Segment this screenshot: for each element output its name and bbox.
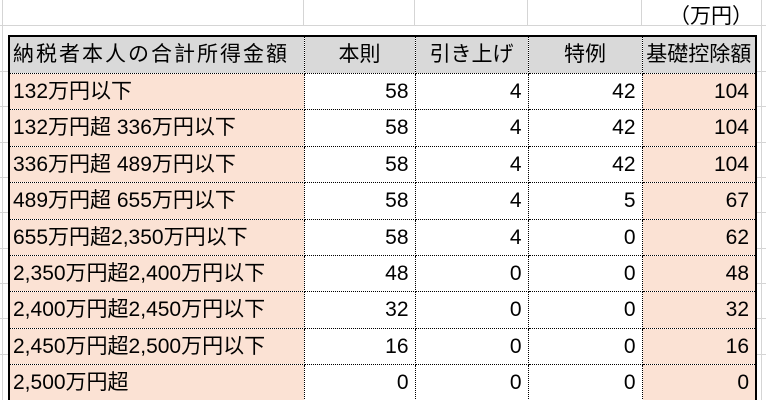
header-kiso-kojo[interactable]: 基礎控除額 <box>641 35 757 74</box>
hikiage-value-cell[interactable]: 0 <box>414 364 529 400</box>
hikiage-value-cell[interactable]: 0 <box>414 255 529 293</box>
hikiage-value-cell[interactable]: 0 <box>414 327 529 366</box>
kiso-kojo-value-cell[interactable]: 0 <box>641 364 757 400</box>
worksheet-gridline-row1 <box>0 25 766 26</box>
kiso-kojo-value-cell[interactable]: 32 <box>641 291 757 329</box>
tokurei-value-cell[interactable]: 0 <box>527 327 643 366</box>
tokurei-value-cell[interactable]: 0 <box>527 291 643 329</box>
header-hikiage[interactable]: 引き上げ <box>414 35 529 74</box>
income-range-cell[interactable]: 336万円超 489万円以下 <box>8 145 305 184</box>
income-range-cell[interactable]: 132万円超 336万円以下 <box>8 109 305 147</box>
worksheet-gridline-col-left <box>2 0 3 400</box>
table-row: 655万円超2,350万円以下 58 4 0 62 <box>8 218 757 257</box>
income-range-cell[interactable]: 2,500万円超 <box>8 364 305 400</box>
kiso-kojo-value-cell[interactable]: 62 <box>641 218 757 257</box>
honsoku-value-cell[interactable]: 58 <box>303 72 416 111</box>
tokurei-value-cell[interactable]: 0 <box>527 255 643 293</box>
income-range-cell[interactable]: 2,350万円超2,400万円以下 <box>8 255 305 293</box>
honsoku-value-cell[interactable]: 0 <box>303 364 416 400</box>
honsoku-value-cell[interactable]: 32 <box>303 291 416 329</box>
header-tokurei[interactable]: 特例 <box>527 35 643 74</box>
table-row: 2,400万円超2,450万円以下 32 0 0 32 <box>8 291 757 329</box>
worksheet-gridline-colC-top <box>527 0 528 25</box>
hikiage-value-cell[interactable]: 4 <box>414 72 529 111</box>
tokurei-value-cell[interactable]: 0 <box>527 364 643 400</box>
income-range-cell[interactable]: 2,450万円超2,500万円以下 <box>8 327 305 366</box>
tokurei-value-cell[interactable]: 42 <box>527 72 643 111</box>
kiso-kojo-value-cell[interactable]: 104 <box>641 72 757 111</box>
kiso-kojo-value-cell[interactable]: 67 <box>641 182 757 220</box>
hikiage-value-cell[interactable]: 0 <box>414 291 529 329</box>
worksheet-gridline-colD-top <box>641 0 642 25</box>
income-range-cell[interactable]: 489万円超 655万円以下 <box>8 182 305 220</box>
hikiage-value-cell[interactable]: 4 <box>414 145 529 184</box>
honsoku-value-cell[interactable]: 58 <box>303 109 416 147</box>
honsoku-value-cell[interactable]: 16 <box>303 327 416 366</box>
tokurei-value-cell[interactable]: 42 <box>527 109 643 147</box>
table-row: 2,350万円超2,400万円以下 48 0 0 48 <box>8 255 757 293</box>
deduction-table: 納税者本人の合計所得金額 本則 引き上げ 特例 基礎控除額 132万円以下 58… <box>8 35 757 400</box>
income-range-cell[interactable]: 132万円以下 <box>8 72 305 111</box>
table-row: 336万円超 489万円以下 58 4 42 104 <box>8 145 757 184</box>
unit-note[interactable]: （万円） <box>669 5 753 28</box>
kiso-kojo-value-cell[interactable]: 104 <box>641 109 757 147</box>
header-honsoku[interactable]: 本則 <box>303 35 416 74</box>
worksheet-gridline-colB-top <box>414 0 415 25</box>
worksheet-gridline-col-right <box>761 0 762 400</box>
honsoku-value-cell[interactable]: 58 <box>303 145 416 184</box>
table-row: 2,450万円超2,500万円以下 16 0 0 16 <box>8 327 757 366</box>
table-row: 132万円超 336万円以下 58 4 42 104 <box>8 109 757 147</box>
table-header-row: 納税者本人の合計所得金額 本則 引き上げ 特例 基礎控除額 <box>8 35 757 74</box>
income-range-cell[interactable]: 2,400万円超2,450万円以下 <box>8 291 305 329</box>
tokurei-value-cell[interactable]: 42 <box>527 145 643 184</box>
table-row: 2,500万円超 0 0 0 0 <box>8 364 757 400</box>
income-range-cell[interactable]: 655万円超2,350万円以下 <box>8 218 305 257</box>
hikiage-value-cell[interactable]: 4 <box>414 182 529 220</box>
honsoku-value-cell[interactable]: 48 <box>303 255 416 293</box>
header-income-range[interactable]: 納税者本人の合計所得金額 <box>8 35 305 74</box>
table-row: 489万円超 655万円以下 58 4 5 67 <box>8 182 757 220</box>
honsoku-value-cell[interactable]: 58 <box>303 182 416 220</box>
table-row: 132万円以下 58 4 42 104 <box>8 72 757 111</box>
tokurei-value-cell[interactable]: 0 <box>527 218 643 257</box>
honsoku-value-cell[interactable]: 58 <box>303 218 416 257</box>
kiso-kojo-value-cell[interactable]: 104 <box>641 145 757 184</box>
kiso-kojo-value-cell[interactable]: 48 <box>641 255 757 293</box>
worksheet-gridline-colA-top <box>303 0 304 25</box>
tokurei-value-cell[interactable]: 5 <box>527 182 643 220</box>
hikiage-value-cell[interactable]: 4 <box>414 218 529 257</box>
kiso-kojo-value-cell[interactable]: 16 <box>641 327 757 366</box>
hikiage-value-cell[interactable]: 4 <box>414 109 529 147</box>
